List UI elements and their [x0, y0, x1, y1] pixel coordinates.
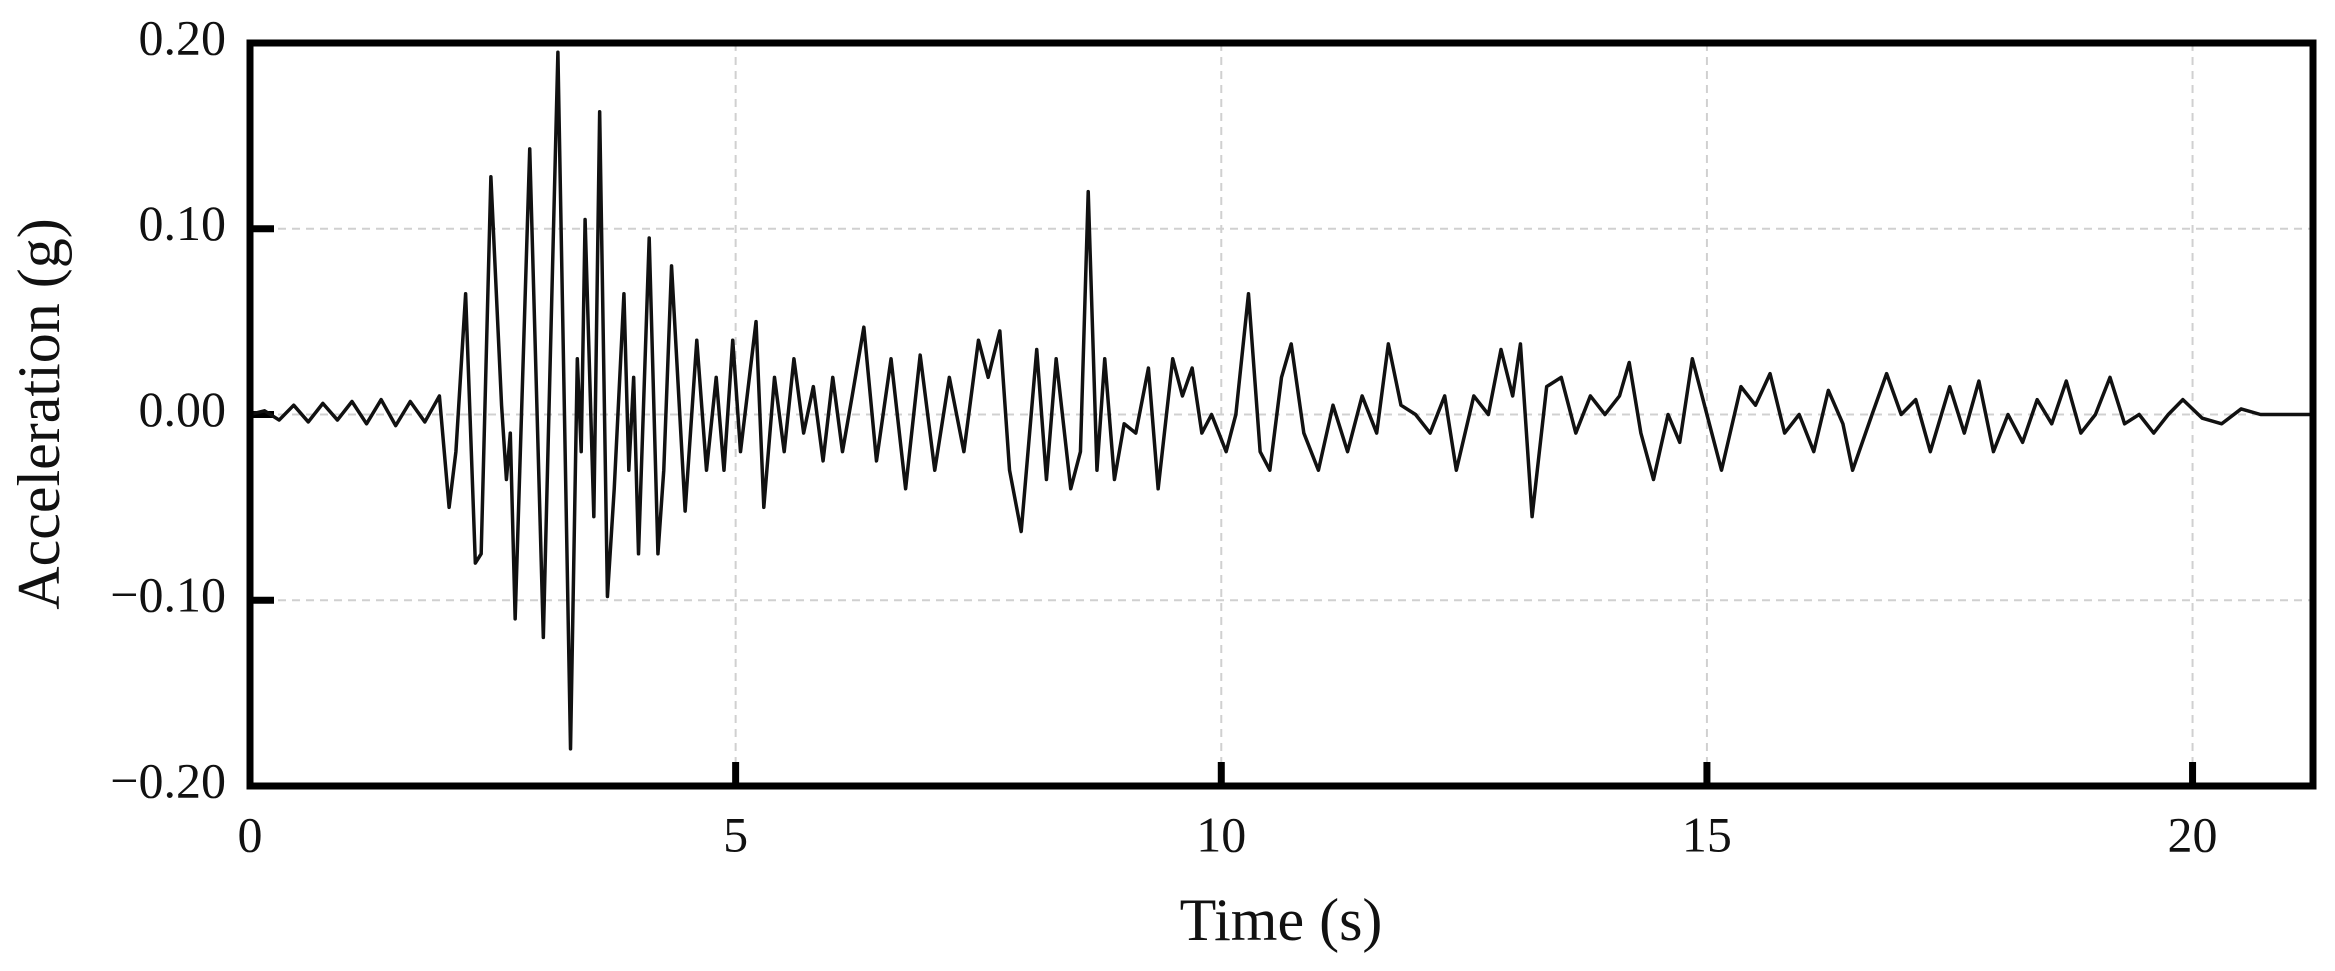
x-tick-label: 0: [238, 806, 263, 862]
x-axis-label: Time (s): [1180, 887, 1383, 953]
y-tick-label: 0.20: [139, 9, 227, 65]
x-tick-label: 15: [1682, 806, 1732, 862]
y-tick-label: −0.10: [110, 567, 226, 623]
y-tick-label: 0.00: [139, 381, 227, 437]
x-tick-label: 5: [723, 806, 748, 862]
y-tick-label: −0.20: [110, 752, 226, 808]
y-axis-label: Acceleration (g): [6, 218, 72, 609]
data-line: [249, 50, 2313, 751]
x-tick-label: 20: [2168, 806, 2218, 862]
y-tick-label: 0.10: [139, 195, 227, 251]
plot-frame: [246, 39, 2317, 790]
x-tick-label: 10: [1196, 806, 1246, 862]
